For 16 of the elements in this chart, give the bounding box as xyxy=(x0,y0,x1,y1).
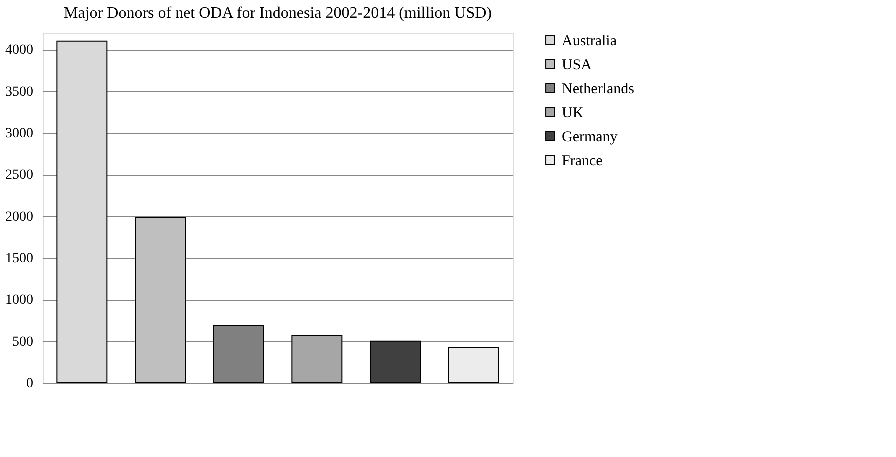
y-tick-label: 3500 xyxy=(6,84,34,100)
y-tick-label: 1500 xyxy=(6,252,34,266)
legend-label: France xyxy=(562,154,604,170)
chart-title: Major Donors of net ODA for Indonesia 2002-2014 (million USD) xyxy=(64,5,492,22)
legend-label: USA xyxy=(562,58,592,74)
y-tick-label: 2500 xyxy=(6,168,34,184)
y-tick-label: 3000 xyxy=(6,126,34,142)
y-tick-label: 4000 xyxy=(6,43,34,58)
legend-label: Netherlands xyxy=(562,82,635,98)
legend-label: UK xyxy=(562,106,584,122)
y-tick-label: 1000 xyxy=(6,293,34,308)
y-tick-label: 2000 xyxy=(6,210,34,225)
y-tick-label: 500 xyxy=(12,334,34,350)
y-tick-label: 0 xyxy=(26,376,34,392)
legend-label: Australia xyxy=(562,34,618,50)
legend-label: Germany xyxy=(562,130,618,146)
